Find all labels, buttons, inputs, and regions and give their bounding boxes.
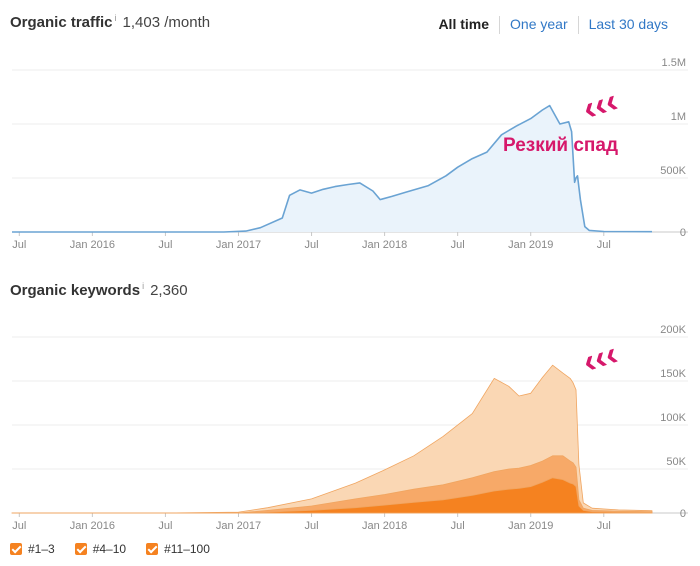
legend-label: #11–100	[164, 542, 210, 556]
x-tick-label: Jul	[12, 239, 26, 251]
x-tick-label: Jan 2017	[216, 520, 261, 532]
keywords-chart: 200K 150K 100K 50K 0 Jul Jan 2016 Jul Jan 2017 Ju…	[11, 324, 688, 532]
range-one-year[interactable]: One year	[510, 16, 568, 32]
x-tick-label: Jul	[451, 520, 465, 532]
y-tick-label: 50K	[666, 456, 686, 468]
traffic-area	[12, 105, 652, 232]
checkbox-checked-icon	[146, 543, 159, 555]
y-tick-label: 500K	[660, 165, 686, 177]
annotation-arrows: ‹‹‹	[578, 335, 622, 382]
x-tick-label: Jan 2018	[362, 520, 407, 532]
x-tick-label: Jul	[158, 239, 172, 251]
x-tick-label: Jan 2016	[70, 520, 115, 532]
traffic-line	[12, 104, 653, 233]
x-tick-label: Jul	[597, 520, 611, 532]
legend-label: #4–10	[92, 542, 127, 556]
range-divider	[577, 16, 579, 34]
x-tick-label: Jul	[12, 520, 26, 532]
keywords-header: Organic keywords i 2,360	[10, 281, 188, 304]
y-tick-label: 1M	[671, 111, 686, 123]
y-tick-label: 0	[680, 508, 686, 520]
legend-item-top10[interactable]: #4–10	[74, 542, 127, 556]
y-tick-label: 1.5M	[662, 57, 686, 69]
info-icon[interactable]: i	[142, 281, 145, 291]
x-tick-label: Jul	[305, 239, 319, 251]
x-tick-label: Jul	[451, 239, 465, 251]
legend-item-top100[interactable]: #11–100	[146, 542, 210, 556]
legend-label: #1–3	[28, 542, 55, 556]
x-tick-label: Jan 2017	[216, 239, 261, 251]
range-all-time[interactable]: All time	[438, 16, 490, 32]
traffic-chart: 1.5M 1M 500K 0 Jul Jan 2016 Jul Jan 2017 Jul Jan …	[12, 57, 688, 251]
time-range-switcher: All time One year Last 30 days	[438, 16, 678, 34]
keywords-value: 2,360	[150, 282, 188, 299]
y-tick-label: 0	[680, 227, 686, 239]
checkbox-checked-icon	[10, 543, 22, 555]
traffic-header: Organic traffic i 1,403 /month	[10, 13, 211, 36]
x-tick-label: Jul	[305, 520, 319, 532]
x-tick-label: Jan 2019	[508, 520, 553, 532]
y-tick-label: 100K	[660, 412, 686, 424]
traffic-title: Organic traffic	[10, 14, 113, 31]
annotation-label: Резкий спад	[503, 135, 618, 156]
keywords-title: Organic keywords	[10, 282, 141, 299]
checkbox-checked-icon	[74, 543, 87, 555]
traffic-value: 1,403 /month	[122, 14, 211, 31]
x-tick-label: Jan 2016	[70, 239, 115, 251]
x-tick-label: Jan 2019	[508, 239, 553, 251]
x-tick-label: Jul	[158, 520, 172, 532]
legend: #1–3 #4–10 #11–100	[10, 542, 230, 556]
legend-item-top3[interactable]: #1–3	[10, 542, 55, 556]
keywords-area-top3	[11, 477, 653, 514]
x-tick-label: Jan 2018	[362, 239, 407, 251]
range-last-30-days[interactable]: Last 30 days	[588, 16, 668, 32]
info-icon[interactable]: i	[114, 13, 117, 23]
y-tick-label: 150K	[660, 368, 686, 380]
x-tick-label: Jul	[597, 239, 611, 251]
y-tick-label: 200K	[660, 324, 686, 336]
range-divider	[499, 16, 501, 34]
annotation-arrows: ‹‹‹	[578, 82, 622, 129]
